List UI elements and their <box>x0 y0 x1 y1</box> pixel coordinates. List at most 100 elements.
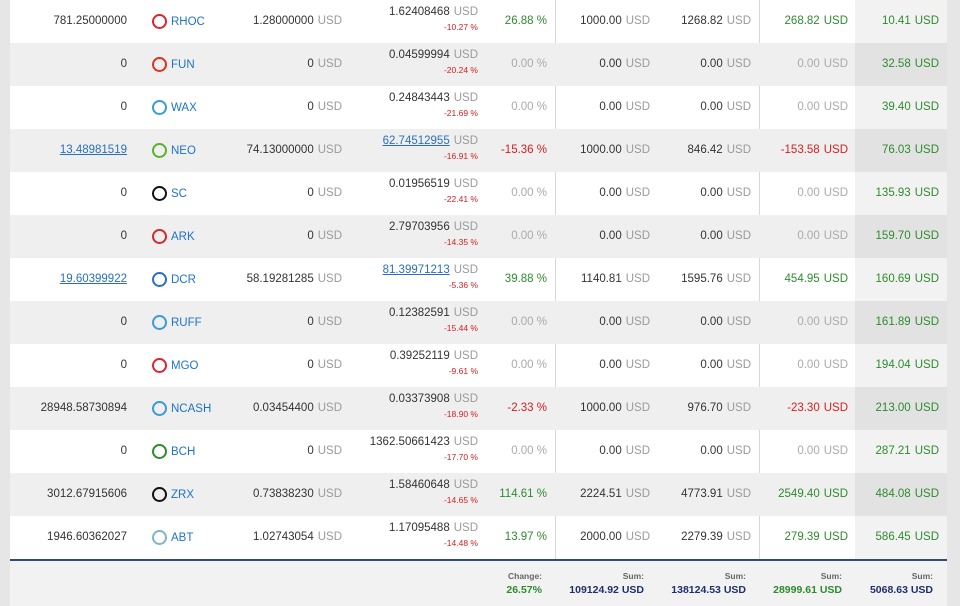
price-line: 1.62408468 USD <box>389 5 478 20</box>
last-value: 76.03 <box>881 144 911 156</box>
currency-unit: USD <box>823 273 848 285</box>
price-change: -9.61 % <box>448 366 478 376</box>
buy-price-cell: 0 USD <box>307 172 342 215</box>
last-cell: 287.21 USD <box>876 430 939 473</box>
currency-unit: USD <box>914 402 939 414</box>
price-cell: 1362.50661423 USD -17.70 % <box>370 430 478 478</box>
pct-cell: 39.88 % <box>505 258 547 301</box>
currency-unit: USD <box>823 445 848 457</box>
amount-cell: 13.48981519 <box>60 129 127 172</box>
coin-name[interactable]: NEO <box>171 144 196 157</box>
currency-unit: USD <box>726 359 751 371</box>
current-price[interactable]: 81.39971213 <box>382 264 450 276</box>
coin-name[interactable]: ABT <box>171 531 194 544</box>
column-separator <box>759 0 760 559</box>
value-cell: 846.42 USD <box>688 129 751 172</box>
value-cell: 4773.91 USD <box>681 473 751 516</box>
profit: -153.58 <box>780 144 820 156</box>
price-cell: 81.39971213 USD -5.36 % <box>383 258 478 306</box>
amount[interactable]: 13.48981519 <box>59 144 127 156</box>
invested: 0.00 <box>599 445 622 457</box>
last-cell: 10.41 USD <box>882 0 939 43</box>
profit-cell: 0.00 USD <box>797 344 848 387</box>
last-cell: 586.45 USD <box>876 516 939 559</box>
buy-price: 0 <box>307 316 314 328</box>
currency-unit: USD <box>453 350 478 362</box>
highlight-column <box>855 215 947 258</box>
coin-icon <box>152 315 167 330</box>
coin-icon <box>152 530 167 545</box>
coin-cell: DCR <box>152 258 196 301</box>
coin-name[interactable]: SC <box>171 187 187 200</box>
amount: 1946.60362027 <box>47 531 127 543</box>
buy-price-cell: 1.02743054 USD <box>253 516 342 559</box>
currency-unit: USD <box>914 58 939 70</box>
amount[interactable]: 19.60399922 <box>59 273 127 285</box>
coin-name[interactable]: BCH <box>171 445 196 458</box>
profit-cell: 268.82 USD <box>785 0 848 43</box>
last-value: 213.00 <box>875 402 911 414</box>
invested-cell: 1000.00 USD <box>580 129 650 172</box>
value: 0.00 <box>700 230 723 242</box>
currency-unit: USD <box>625 273 650 285</box>
table-row: 0 BCH 0 USD 1362.50661423 USD -17.70 % 0.00 % 0.… <box>10 430 947 473</box>
coin-name[interactable]: ZRX <box>171 488 194 501</box>
price-cell: 1.17095488 USD -14.48 % <box>389 516 478 564</box>
profit: 0.00 <box>797 359 820 371</box>
coin-name[interactable]: WAX <box>171 101 197 114</box>
last-value: 484.08 <box>875 488 911 500</box>
price-cell: 0.12382591 USD -15.44 % <box>389 301 478 349</box>
coin-name[interactable]: RUFF <box>171 316 202 329</box>
coin-icon <box>152 57 167 72</box>
invested-cell: 0.00 USD <box>599 172 650 215</box>
currency-unit: USD <box>726 402 751 414</box>
footer-value: 5068.63 USD <box>869 584 933 596</box>
amount: 0 <box>120 230 127 242</box>
profit-cell: 279.39 USD <box>785 516 848 559</box>
coin-name[interactable]: DCR <box>171 273 196 286</box>
value: 0.00 <box>700 359 723 371</box>
coin-name[interactable]: NCASH <box>171 402 212 415</box>
price-cell: 62.74512955 USD -16.91 % <box>383 129 478 177</box>
pct-cell: 114.61 % <box>499 473 547 516</box>
amount-cell: 781.25000000 <box>53 0 127 43</box>
coin-name[interactable]: FUN <box>171 58 195 71</box>
coin-name[interactable]: MGO <box>171 359 199 372</box>
currency-unit: USD <box>317 531 342 543</box>
coin-cell: FUN <box>152 43 195 86</box>
table-row: 0 MGO 0 USD 0.39252119 USD -9.61 % 0.00 % 0.00 US… <box>10 344 947 387</box>
currency-unit: USD <box>914 144 939 156</box>
last-cell: 484.08 USD <box>876 473 939 516</box>
coin-icon <box>152 186 167 201</box>
currency-unit: USD <box>914 531 939 543</box>
current-price: 1362.50661423 <box>369 436 450 448</box>
invested: 0.00 <box>599 316 622 328</box>
invested-cell: 0.00 USD <box>599 43 650 86</box>
value-cell: 0.00 USD <box>700 344 751 387</box>
pct-cell: -15.36 % <box>501 129 547 172</box>
profit-cell: 2549.40 USD <box>778 473 848 516</box>
coin-icon <box>152 358 167 373</box>
current-price[interactable]: 62.74512955 <box>382 135 450 147</box>
highlight-column <box>855 172 947 215</box>
pct-cell: 0.00 % <box>511 344 547 387</box>
coin-icon <box>152 14 167 29</box>
percent-change: 0.00 % <box>511 445 547 457</box>
amount: 781.25000000 <box>53 15 127 27</box>
last-value: 161.89 <box>875 316 911 328</box>
coin-name[interactable]: ARK <box>171 230 195 243</box>
price-change: -14.65 % <box>443 495 478 505</box>
price-change: -15.44 % <box>443 323 478 333</box>
highlight-column <box>855 0 947 43</box>
coin-cell: BCH <box>152 430 195 473</box>
coin-icon <box>152 143 167 158</box>
amount-cell: 0 <box>121 215 127 258</box>
coin-cell: SC <box>152 172 187 215</box>
current-price: 1.62408468 <box>388 6 450 18</box>
currency-unit: USD <box>726 58 751 70</box>
highlight-column <box>855 258 947 301</box>
footer-value: 26.57% <box>506 584 542 596</box>
coin-name[interactable]: RHOC <box>171 15 205 28</box>
coin-cell: MGO <box>152 344 198 387</box>
table-row: 3012.67915606 ZRX 0.73838230 USD 1.58460648 U… <box>10 473 947 516</box>
